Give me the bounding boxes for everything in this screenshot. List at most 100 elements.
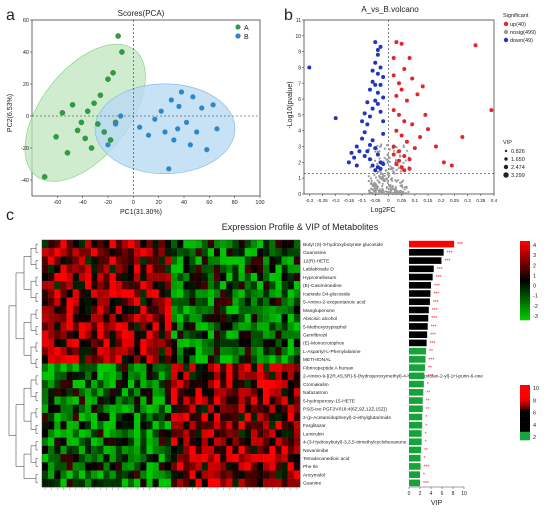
heatmap-cell xyxy=(103,330,110,339)
heatmap-cell xyxy=(54,330,61,339)
heatmap-cell xyxy=(293,445,301,455)
vip-bar xyxy=(409,421,423,429)
heatmap-cell xyxy=(134,445,141,455)
heatmap-cell xyxy=(164,330,172,339)
heatmap-cell xyxy=(183,355,190,364)
heatmap-cell xyxy=(97,379,104,389)
heatmap-cell xyxy=(244,363,252,372)
heatmap-cell xyxy=(134,371,141,381)
volcano-point-nosig xyxy=(380,143,383,146)
heatmap-cell xyxy=(158,272,166,282)
heatmap-cell xyxy=(195,248,202,257)
volcano-point-nosig xyxy=(402,161,405,164)
heatmap-cell xyxy=(263,305,270,315)
heatmap-cell xyxy=(48,272,55,282)
heatmap-cell xyxy=(60,363,67,372)
pca-point-B xyxy=(199,105,205,111)
volcano-point-down xyxy=(375,71,380,76)
heatmap-cell xyxy=(97,240,104,249)
heatmap-cell xyxy=(103,445,110,455)
heatmap-cell xyxy=(177,305,184,315)
volcano-point-down xyxy=(373,82,378,87)
volcano-point-nosig xyxy=(373,186,376,190)
heatmap-cell xyxy=(171,264,178,274)
volcano-point-down xyxy=(367,87,372,92)
heatmap-cell xyxy=(220,363,227,372)
volcano-point-nosig xyxy=(394,159,398,162)
heatmap-cell xyxy=(293,412,301,422)
heatmap-cell xyxy=(140,470,147,479)
heatmap-cell xyxy=(78,355,86,364)
heatmap-cell xyxy=(195,462,202,471)
heatmap-cell xyxy=(201,240,209,249)
volcano-point-down xyxy=(373,40,378,45)
row-label: 5-hydroperoxy-15-HETE xyxy=(303,398,355,404)
row-label: Icariside D4-glucoside xyxy=(303,291,351,297)
pca-point-B xyxy=(183,119,190,125)
heatmap-cell xyxy=(121,445,129,455)
volcano-xtick-label: 0.3 xyxy=(464,198,471,203)
heatmap-cell xyxy=(244,314,252,323)
heatmap-cell xyxy=(177,421,184,430)
heatmap-cell xyxy=(263,363,270,372)
heatmap-cell xyxy=(257,297,264,307)
heatmap-cell xyxy=(48,322,55,331)
heatmap-cell xyxy=(146,281,153,290)
heatmap-cell xyxy=(201,248,209,257)
expression-colorbar-step xyxy=(520,312,530,315)
heatmap-cell xyxy=(257,379,264,389)
heatmap-cell xyxy=(263,248,270,257)
heatmap-cell xyxy=(115,297,123,307)
volcano-point-down xyxy=(354,163,359,168)
expression-colorbar-step xyxy=(520,314,530,317)
group-b-ellipse xyxy=(94,83,236,175)
heatmap-cell xyxy=(158,396,166,405)
heatmap-cell xyxy=(146,454,153,463)
heatmap-cell xyxy=(232,297,239,307)
volcano-point-nosig xyxy=(388,160,391,163)
heatmap-cell xyxy=(109,454,116,463)
vip-colorbar-step xyxy=(520,401,530,404)
heatmap-cell xyxy=(275,330,282,339)
heatmap-cell xyxy=(189,240,196,249)
vip-colorbar-step xyxy=(520,390,530,393)
expression-colorbar-step xyxy=(520,258,530,262)
heatmap-cell xyxy=(281,404,288,414)
heatmap-cell xyxy=(60,355,67,364)
pca-point-B xyxy=(113,121,119,127)
heatmap-cell xyxy=(164,297,172,307)
heatmap-cell xyxy=(293,388,301,397)
heatmap-cell xyxy=(91,454,98,463)
volcano-point-nosig xyxy=(386,192,390,195)
heatmap-cell xyxy=(128,379,135,389)
heatmap-cell xyxy=(238,371,245,381)
heatmap-cell xyxy=(220,445,227,455)
row-label: Gemfibrozil xyxy=(303,332,327,338)
heatmap-cell xyxy=(78,478,86,488)
heatmap-cell xyxy=(269,445,276,455)
heatmap-cell xyxy=(189,256,196,265)
heatmap-cell xyxy=(152,347,159,356)
heatmap-cell xyxy=(189,289,196,298)
heatmap-cell xyxy=(220,388,227,397)
heatmap-cell xyxy=(140,478,147,488)
heatmap-cell xyxy=(121,272,129,282)
heatmap-cell xyxy=(97,330,104,339)
heatmap-cell xyxy=(72,404,80,414)
heatmap-cell xyxy=(66,429,73,438)
vip-significance-label: *** xyxy=(447,250,453,256)
heatmap-cell xyxy=(232,338,239,348)
volcano-point-nosig xyxy=(379,191,382,194)
vip-significance-label: *** xyxy=(431,316,437,322)
vip-colorbar-step xyxy=(520,411,530,413)
expression-colorbar-tick: -2 xyxy=(533,304,538,310)
volcano-point-nosig xyxy=(378,188,381,191)
heatmap-cell xyxy=(164,281,172,290)
heatmap-cell xyxy=(220,240,227,249)
heatmap-cell xyxy=(244,429,252,438)
heatmap-cell xyxy=(42,272,49,282)
volcano-point-nosig xyxy=(407,190,410,194)
vip-colorbar-step xyxy=(520,422,530,424)
heatmap-cell xyxy=(115,338,123,348)
heatmap-cell xyxy=(183,462,190,471)
